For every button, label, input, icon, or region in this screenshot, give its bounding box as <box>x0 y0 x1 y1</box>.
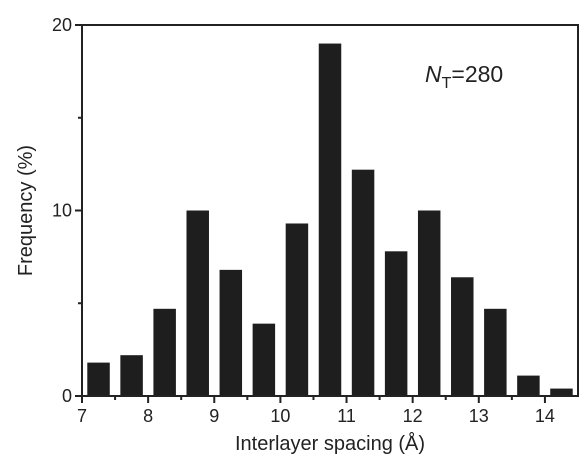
y-tick-label-0: 0 <box>62 386 72 406</box>
bar-1 <box>120 355 143 396</box>
plot-frame <box>81 24 579 397</box>
bar-0 <box>87 362 110 396</box>
bar-11 <box>451 277 474 396</box>
bar-7 <box>318 43 342 397</box>
bar-5 <box>252 323 276 396</box>
x-tick-label-8: 8 <box>143 406 153 426</box>
bar-2 <box>153 308 176 396</box>
x-tick-label-10: 10 <box>270 406 290 426</box>
y-tick-label-10: 10 <box>52 201 72 221</box>
bar-4 <box>219 269 243 396</box>
tick-labels-group: 7 8 9 10 11 12 13 14 0 10 20 <box>52 15 555 426</box>
bar-10 <box>417 210 441 396</box>
annotation-subscript: T <box>442 75 452 92</box>
bar-12 <box>484 308 507 396</box>
bar-13 <box>517 375 540 396</box>
x-tick-label-13: 13 <box>469 406 489 426</box>
bars-group <box>87 43 573 397</box>
bar-9 <box>384 251 408 396</box>
annotation-main: N <box>425 61 442 87</box>
x-tick-label-9: 9 <box>209 406 219 426</box>
sample-count-annotation: NT=280 <box>425 61 503 92</box>
bar-3 <box>186 210 209 396</box>
x-axis-label: Interlayer spacing (Å) <box>235 432 425 455</box>
x-tick-label-7: 7 <box>77 406 87 426</box>
x-tick-label-14: 14 <box>535 406 555 426</box>
x-tick-label-11: 11 <box>337 406 356 426</box>
bar-6 <box>285 223 309 396</box>
bar-14 <box>550 388 573 396</box>
bar-8 <box>351 169 375 396</box>
y-tick-label-20: 20 <box>52 15 72 35</box>
x-tick-label-12: 12 <box>403 406 423 426</box>
y-axis-label: Frequency (%) <box>15 145 37 276</box>
annotation-value: =280 <box>451 61 503 87</box>
